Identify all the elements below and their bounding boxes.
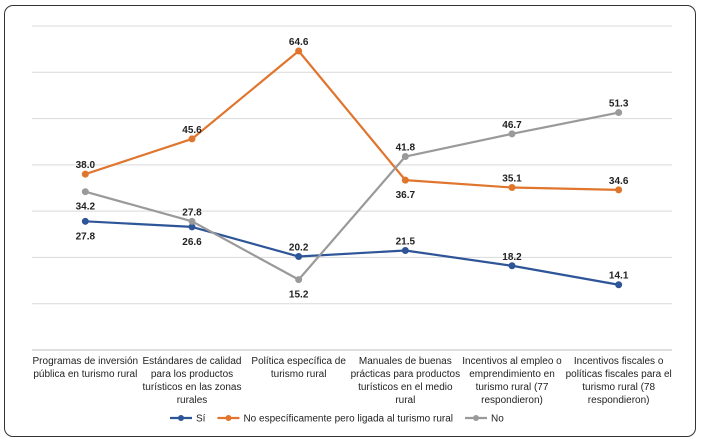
data-label: 41.8 bbox=[396, 143, 416, 154]
data-point bbox=[295, 47, 303, 55]
series-line-1 bbox=[84, 49, 619, 191]
data-point bbox=[188, 217, 196, 225]
data-point bbox=[615, 281, 623, 289]
data-label: 36.7 bbox=[396, 190, 416, 201]
series-lines bbox=[81, 47, 623, 289]
data-point bbox=[508, 130, 516, 138]
legend-item-2: No bbox=[465, 414, 504, 425]
data-point bbox=[295, 253, 303, 261]
gridlines bbox=[32, 25, 672, 351]
data-label: 27.8 bbox=[182, 207, 202, 218]
category-label: Programas de inversión pública en turismo… bbox=[33, 356, 139, 380]
data-point bbox=[295, 276, 303, 284]
data-point bbox=[401, 176, 409, 184]
data-label: 46.7 bbox=[502, 120, 522, 131]
data-label: 15.2 bbox=[289, 290, 309, 301]
legend-item-0: Sí bbox=[170, 414, 206, 425]
data-point bbox=[615, 109, 623, 117]
legend: Sí No específicamente pero ligada al turi… bbox=[170, 414, 504, 425]
data-label: 35.1 bbox=[502, 174, 522, 185]
data-point bbox=[508, 262, 516, 270]
data-point bbox=[81, 188, 89, 196]
data-point bbox=[401, 153, 409, 161]
category-labels: Programas de inversión pública en turismo… bbox=[33, 356, 672, 406]
data-label: 14.1 bbox=[609, 271, 629, 282]
category-label: Manuales de buenas prácticas para product… bbox=[351, 356, 461, 406]
data-point bbox=[508, 184, 516, 192]
data-label: 27.8 bbox=[76, 231, 96, 242]
legend-label: No específicamente pero ligada al turism… bbox=[243, 414, 453, 425]
data-label: 45.6 bbox=[182, 125, 202, 136]
data-label: 38.0 bbox=[76, 160, 96, 171]
series-line-0 bbox=[85, 220, 619, 286]
data-label: 20.2 bbox=[289, 243, 309, 254]
legend-marker bbox=[473, 415, 479, 421]
data-label: 64.6 bbox=[289, 37, 309, 48]
data-point bbox=[81, 170, 89, 178]
legend-item-1: No específicamente pero ligada al turism… bbox=[217, 414, 453, 425]
category-label: Estándares de calidad para los productos t… bbox=[143, 356, 242, 406]
data-label: 18.2 bbox=[502, 252, 522, 263]
data-point bbox=[188, 135, 196, 143]
data-point bbox=[401, 246, 409, 254]
legend-label: No bbox=[491, 414, 504, 425]
data-point bbox=[615, 186, 623, 194]
data-point bbox=[81, 217, 89, 225]
category-label: Incentivos al empleo o emprendimiento en t… bbox=[462, 356, 562, 406]
legend-label: Sí bbox=[196, 414, 206, 425]
category-label: Incentivos fiscales o políticas fiscales … bbox=[566, 356, 672, 406]
data-labels: 27.8 26.6 20.2 21.5 18.2 14.1 38.0 45.6 64.6 36.7… bbox=[76, 37, 629, 301]
legend-marker bbox=[225, 415, 232, 421]
data-label: 21.5 bbox=[396, 236, 416, 247]
data-label: 34.6 bbox=[609, 176, 629, 187]
series-line-2 bbox=[85, 111, 619, 281]
legend-marker bbox=[178, 415, 184, 421]
data-label: 26.6 bbox=[182, 237, 202, 248]
data-label: 34.2 bbox=[76, 202, 96, 213]
category-label: Política específica de turismo rural bbox=[251, 356, 346, 380]
data-label: 51.3 bbox=[609, 99, 629, 110]
